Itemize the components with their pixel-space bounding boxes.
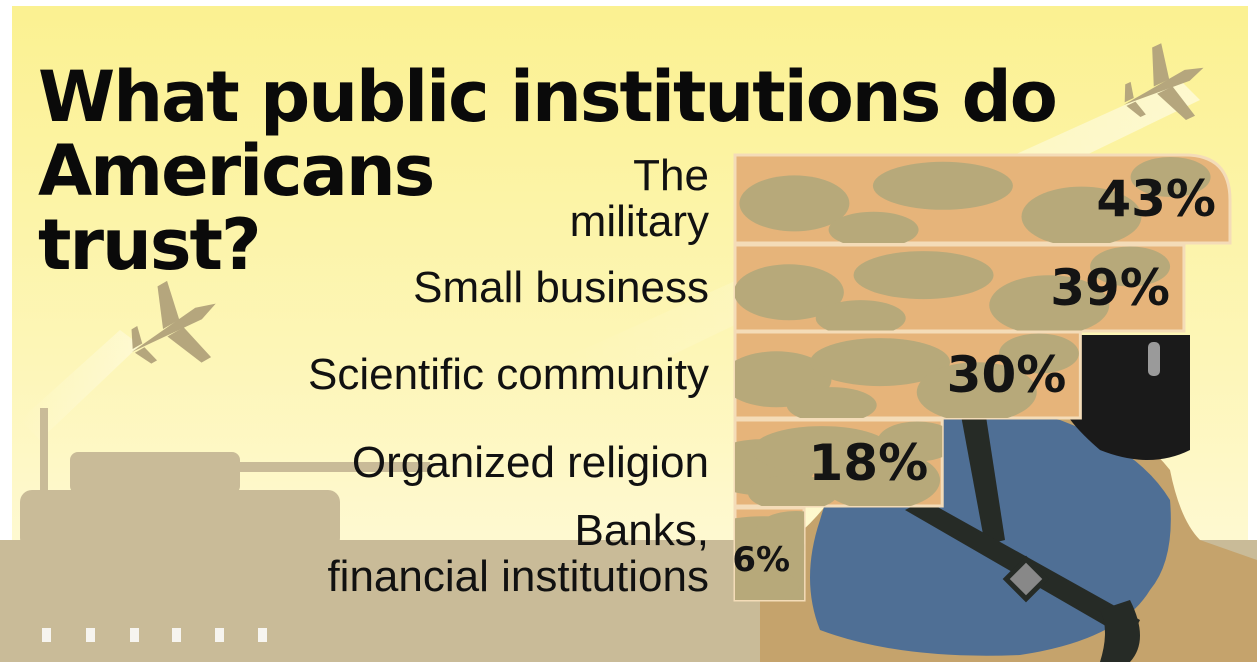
chart-title-line-2: Americans: [38, 130, 435, 212]
chart-title-line-1: What public institutions do: [38, 56, 1058, 138]
camo-pattern: [735, 421, 943, 506]
bar-group: 43%: [733, 153, 1232, 245]
bar-value-label: 43%: [1096, 170, 1216, 228]
bar-group: 30%: [733, 330, 1082, 420]
bar-value-label: 18%: [809, 434, 929, 492]
category-label-line: Banks,: [574, 506, 709, 555]
category-label: Small business: [413, 265, 709, 311]
bar-value-label: 30%: [947, 346, 1067, 404]
category-label-line: military: [569, 197, 709, 246]
jet-trail: [20, 330, 140, 440]
category-label-line: Scientific community: [307, 350, 709, 399]
category-label-line: Organized religion: [351, 438, 709, 487]
camo-pattern: [735, 246, 1171, 331]
category-label-line: financial institutions: [327, 552, 709, 601]
camo-pattern: [739, 157, 1211, 243]
camo-pattern: [735, 511, 805, 600]
bar-value-label: 39%: [1050, 259, 1170, 317]
bar-value-label: 6%: [732, 540, 790, 580]
bars-layer: 43% 39% 30% 18% 6%: [732, 153, 1232, 602]
category-label-line: Small business: [413, 263, 709, 312]
category-label: Banks, financial institutions: [327, 508, 709, 600]
jet-icon: [1123, 43, 1204, 121]
category-label-line: The: [633, 151, 709, 200]
bar-group: 39%: [733, 243, 1186, 333]
category-label: The military: [570, 153, 709, 245]
camo-pattern: [735, 333, 1079, 418]
bar-group: 6%: [732, 506, 806, 602]
category-label: Organized religion: [352, 440, 709, 486]
category-label: Scientific community: [308, 352, 709, 398]
bar-group: 18%: [733, 418, 944, 508]
jet-icon: [131, 280, 216, 364]
chart-title-line-3: trust?: [38, 204, 262, 286]
